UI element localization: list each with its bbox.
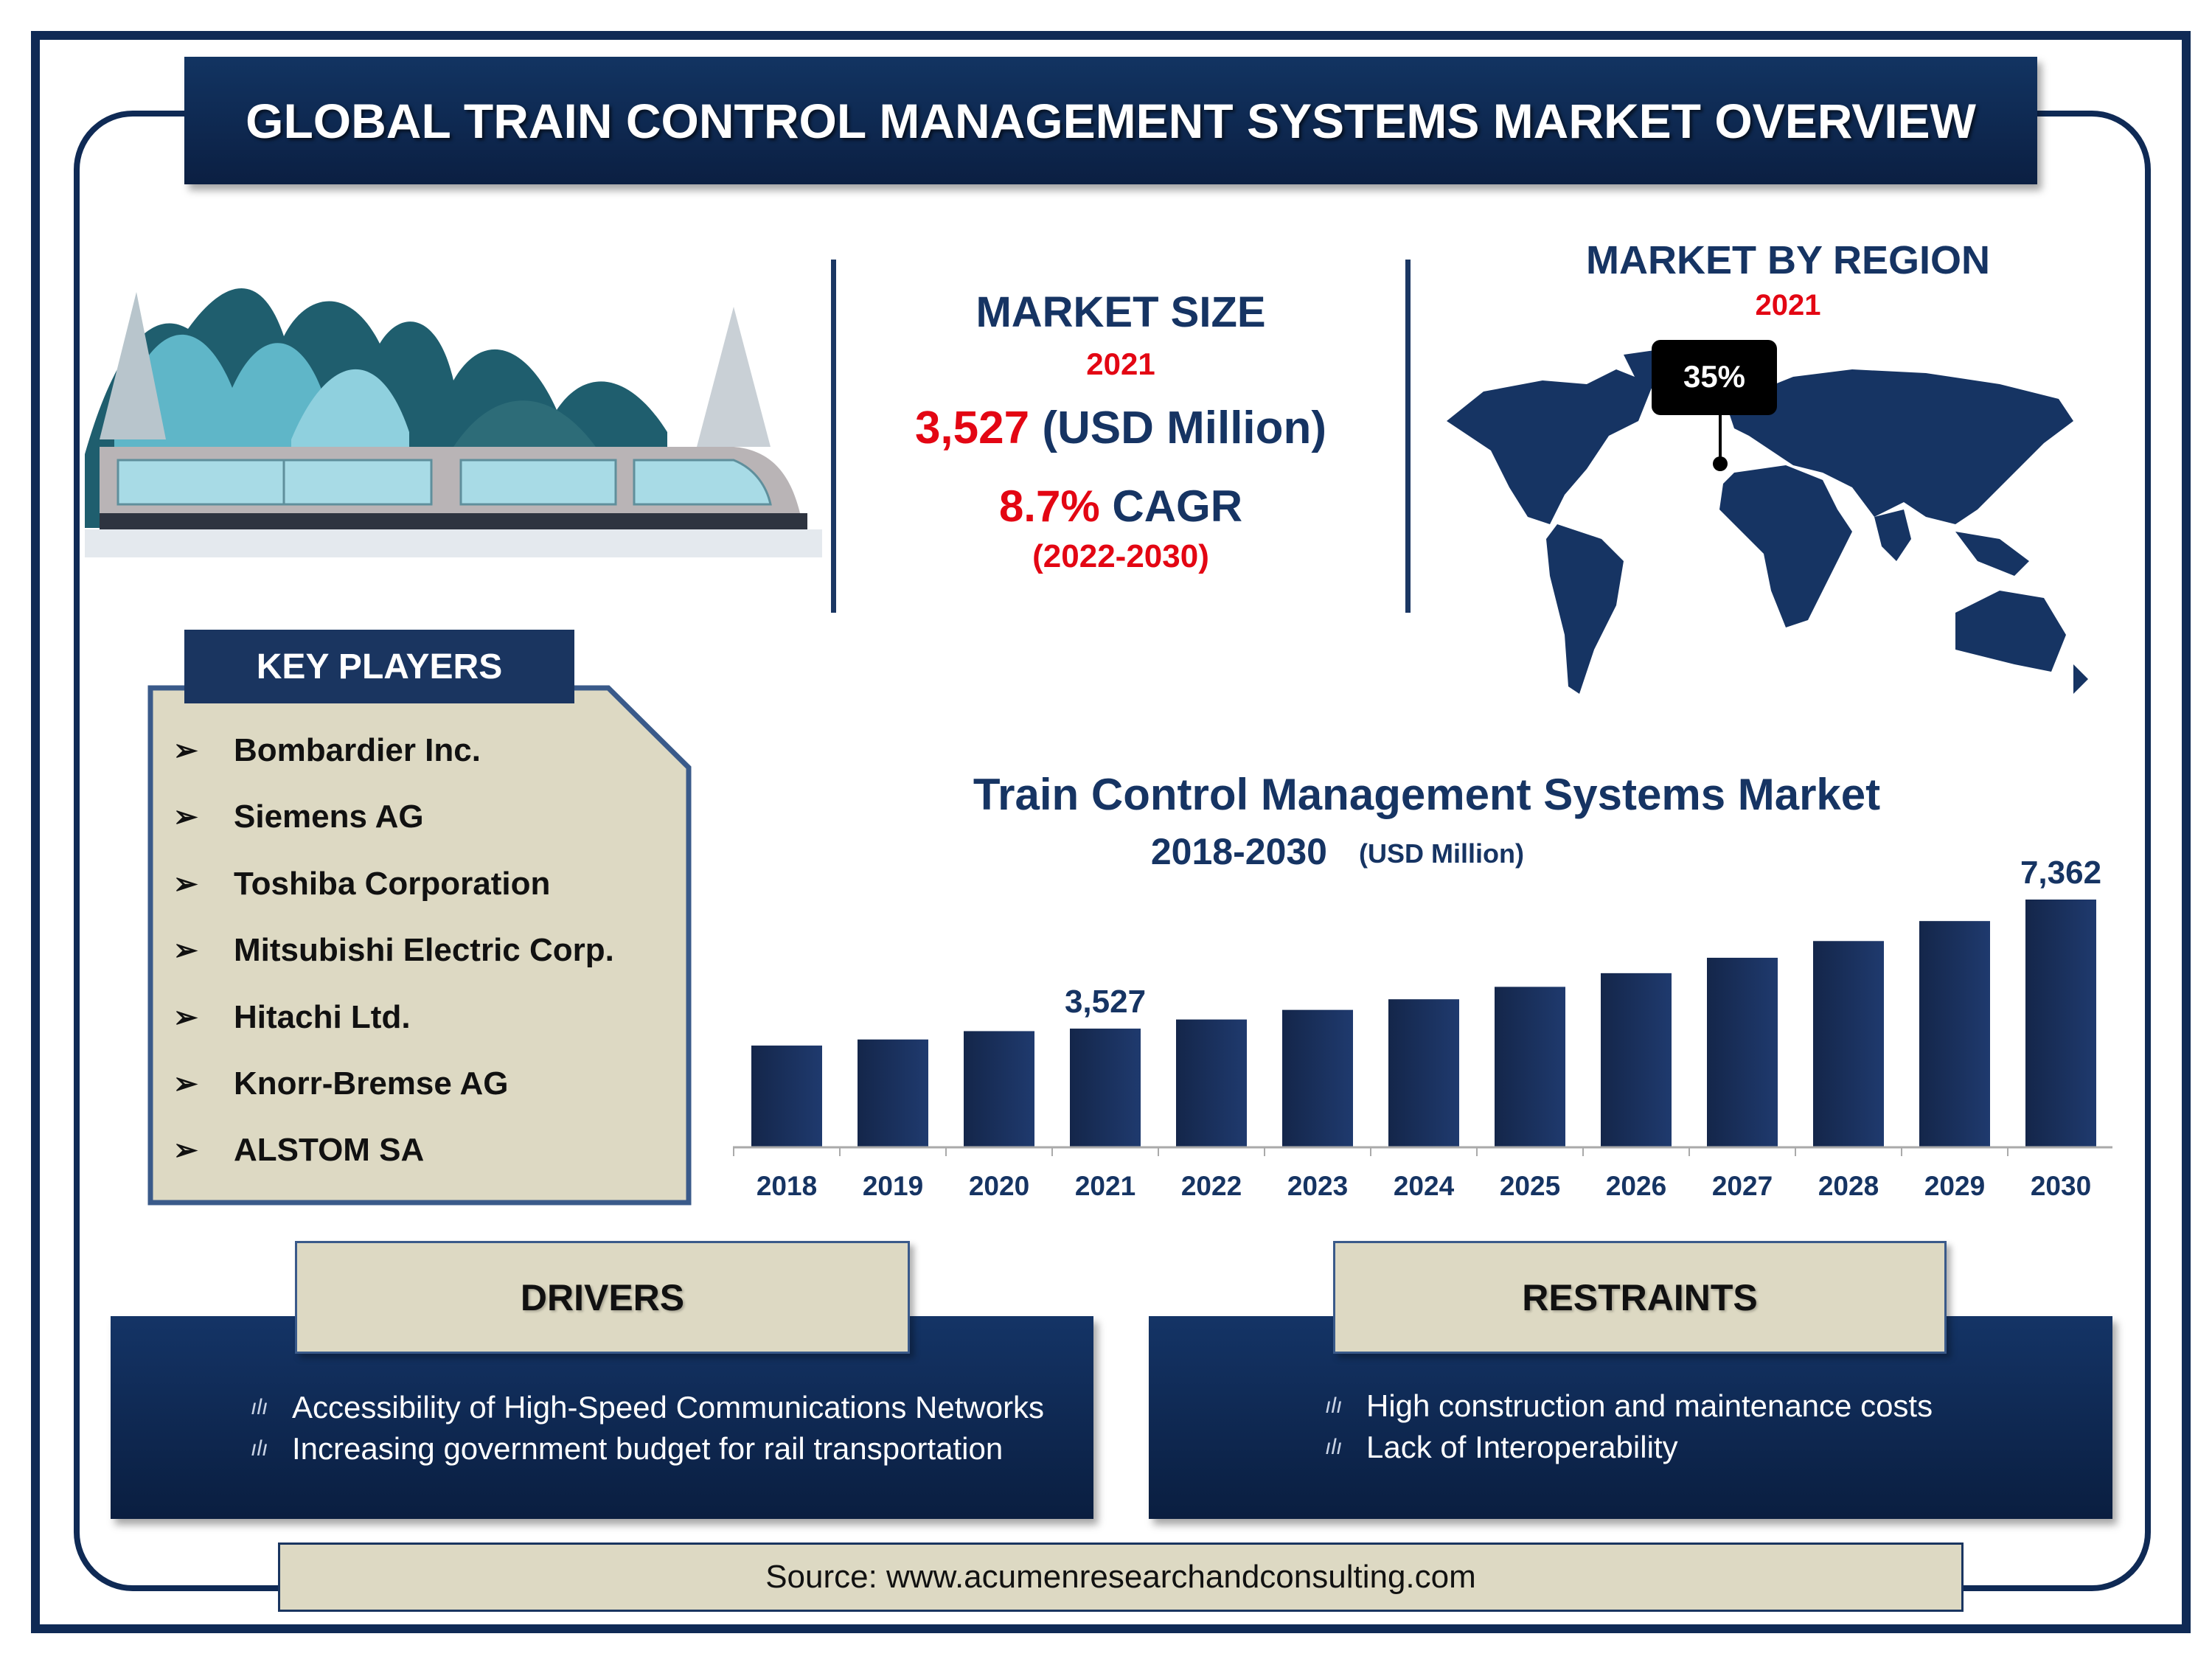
list-item: ➢ ALSTOM SA [173, 1132, 424, 1169]
x-tick-label: 2029 [1924, 1171, 1985, 1201]
chart-title: Train Control Management Systems Market [973, 770, 1880, 819]
region-year: 2021 [1755, 289, 1821, 321]
x-tick-label: 2027 [1712, 1171, 1773, 1201]
bar-2027 [1707, 957, 1778, 1147]
x-tick-label: 2023 [1287, 1171, 1348, 1201]
arrow-icon: ➢ [173, 1134, 198, 1166]
arrow-icon: ➢ [173, 1001, 198, 1034]
market-size-number: 3,527 [914, 403, 1030, 453]
bar-2029 [1919, 921, 1990, 1147]
bar-2022 [1176, 1019, 1247, 1147]
bar-2030 [2025, 900, 2096, 1147]
cagr-period: (2022-2030) [1032, 538, 1209, 574]
chart-unit: (USD Million) [1359, 838, 1524, 869]
arrow-icon: ➢ [173, 868, 198, 900]
market-size-unit: (USD Million) [1042, 403, 1327, 453]
list-item: ➢ Knorr-Bremse AG [173, 1065, 508, 1102]
bullet-icon: ılı [251, 1395, 268, 1419]
x-tick-label: 2024 [1394, 1171, 1455, 1201]
bar-2028 [1813, 941, 1884, 1147]
bar-2023 [1282, 1009, 1353, 1147]
bar-2025 [1495, 987, 1565, 1147]
list-item: ılı High construction and maintenance cos… [1325, 1388, 1933, 1424]
arrow-icon: ➢ [173, 734, 198, 767]
market-size-heading: MARKET SIZE [975, 288, 1266, 336]
divider [831, 260, 836, 613]
arrow-icon: ➢ [173, 934, 198, 967]
cagr-value: 8.7% [998, 481, 1100, 531]
region-heading: MARKET BY REGION [1585, 238, 1991, 282]
x-tick-label: 2026 [1606, 1171, 1666, 1201]
player-name: Hitachi Ltd. [234, 999, 411, 1035]
restraints-heading: RESTRAINTS [1333, 1241, 1947, 1354]
bullet-icon: ılı [251, 1436, 268, 1461]
driver-text: Increasing government budget for rail tr… [292, 1431, 1004, 1466]
list-item: ➢ Mitsubishi Electric Corp. [173, 932, 614, 969]
player-name: Knorr-Bremse AG [234, 1065, 509, 1102]
restraint-text: Lack of Interoperability [1366, 1430, 1678, 1464]
cagr: 8.7% CAGR [841, 481, 1401, 532]
x-tick-label: 2019 [863, 1171, 923, 1201]
page-title: GLOBAL TRAIN CONTROL MANAGEMENT SYSTEMS … [184, 57, 2037, 184]
player-name: Mitsubishi Electric Corp. [234, 932, 614, 968]
bullet-icon: ılı [1325, 1435, 1343, 1459]
region-callout: 35% [1683, 359, 1745, 394]
cagr-label: CAGR [1112, 481, 1243, 531]
arrow-icon: ➢ [173, 801, 198, 833]
source-text: Source: www.acumenresearchandconsulting.… [278, 1543, 1964, 1612]
list-item: ➢ Bombardier Inc. [173, 732, 481, 769]
bar-2020 [964, 1031, 1034, 1147]
bar-2024 [1388, 999, 1459, 1147]
player-name: ALSTOM SA [234, 1132, 425, 1168]
bullet-icon: ılı [1325, 1394, 1343, 1418]
driver-text: Accessibility of High-Speed Communicatio… [292, 1390, 1045, 1425]
data-label-2021: 3,527 [1065, 984, 1146, 1020]
drivers-heading: DRIVERS [295, 1241, 910, 1354]
player-name: Toshiba Corporation [234, 866, 551, 902]
list-item: ➢ Siemens AG [173, 799, 424, 835]
x-tick-label: 2018 [757, 1171, 817, 1201]
bar-2019 [858, 1039, 928, 1147]
x-tick-label: 2030 [2031, 1171, 2091, 1201]
divider [1405, 260, 1411, 613]
list-item: ılı Lack of Interoperability [1325, 1430, 1678, 1465]
list-item: ılı Increasing government budget for rail… [251, 1431, 1003, 1467]
world-map: 35% [1447, 340, 2088, 694]
list-item: ➢ Toshiba Corporation [173, 866, 550, 902]
x-tick-label: 2021 [1075, 1171, 1135, 1201]
train-illustration [85, 288, 822, 557]
player-name: Bombardier Inc. [234, 732, 481, 768]
outer-frame [31, 31, 2191, 1633]
arrow-icon: ➢ [173, 1068, 198, 1100]
bar-2021 [1070, 1029, 1141, 1147]
bar-chart: Train Control Management Systems Market … [733, 770, 2112, 1201]
chart-subtitle: 2018-2030 [1151, 831, 1327, 872]
data-label-2030: 7,362 [2020, 855, 2101, 891]
bar-2026 [1601, 973, 1672, 1147]
x-tick-label: 2020 [969, 1171, 1029, 1201]
market-size-year: 2021 [1086, 347, 1155, 381]
list-item: ➢ Hitachi Ltd. [173, 999, 411, 1036]
key-players-heading: KEY PLAYERS [184, 630, 574, 703]
list-item: ılı Accessibility of High-Speed Communica… [251, 1390, 1044, 1425]
restraint-text: High construction and maintenance costs [1366, 1388, 1933, 1423]
player-name: Siemens AG [234, 799, 424, 835]
x-tick-label: 2028 [1818, 1171, 1879, 1201]
x-tick-label: 2025 [1500, 1171, 1560, 1201]
x-tick-label: 2022 [1181, 1171, 1242, 1201]
bar-2018 [751, 1046, 822, 1147]
market-size-value: 3,527 (USD Million) [841, 402, 1401, 454]
